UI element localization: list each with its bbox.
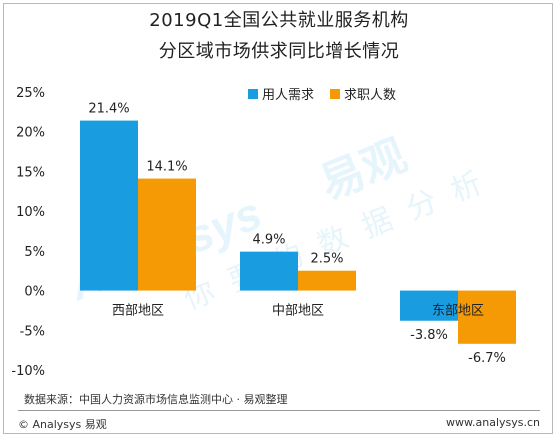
legend-label: 用人需求 <box>262 88 314 103</box>
footer-url: www.analysys.cn <box>446 416 540 429</box>
y-tick-label: 10% <box>16 205 45 220</box>
bar-demand-2 <box>400 290 458 321</box>
value-label: 4.9% <box>252 233 285 248</box>
value-label: 14.1% <box>146 160 187 175</box>
value-label: 2.5% <box>310 252 343 267</box>
legend-swatch <box>330 89 340 99</box>
value-label: -3.8% <box>410 328 448 343</box>
legend: 用人需求 求职人数 <box>248 88 396 103</box>
chart-subtitle: 分区域市场供求同比增长情况 <box>158 41 400 62</box>
category-label: 中部地区 <box>272 304 324 319</box>
y-tick-label: -10% <box>11 364 45 379</box>
bar-demand-1 <box>240 251 298 291</box>
bar-supply-0 <box>138 178 196 291</box>
y-tick-label: 20% <box>16 126 45 141</box>
footer-brand: © Analysys 易观 <box>18 418 107 431</box>
y-tick-label: -5% <box>20 324 45 339</box>
category-label: 西部地区 <box>112 304 164 319</box>
x-axis: 西部地区 中部地区 东部地区 <box>112 304 484 319</box>
bar-demand-0 <box>80 120 138 291</box>
legend-swatch <box>248 89 258 99</box>
y-tick-label: 0% <box>24 285 45 300</box>
footer-divider <box>18 410 540 411</box>
source-note: 数据来源：中国人力资源市场信息监测中心 · 易观整理 <box>24 393 288 406</box>
bars-group <box>80 120 516 344</box>
y-tick-label: 5% <box>24 245 45 260</box>
category-label: 东部地区 <box>432 304 484 319</box>
chart-title: 2019Q1全国公共就业服务机构 <box>149 10 409 31</box>
y-tick-label: 25% <box>16 86 45 101</box>
bar-supply-2 <box>458 290 516 344</box>
value-label: 21.4% <box>88 102 129 117</box>
value-label: -6.7% <box>468 351 506 366</box>
legend-label: 求职人数 <box>344 88 396 103</box>
y-tick-label: 15% <box>16 165 45 180</box>
bar-supply-1 <box>298 270 356 291</box>
y-axis: 25% 20% 15% 10% 5% 0% -5% -10% <box>11 86 45 379</box>
value-labels: 21.4% 14.1% 4.9% 2.5% -3.8% -6.7% <box>88 102 506 366</box>
